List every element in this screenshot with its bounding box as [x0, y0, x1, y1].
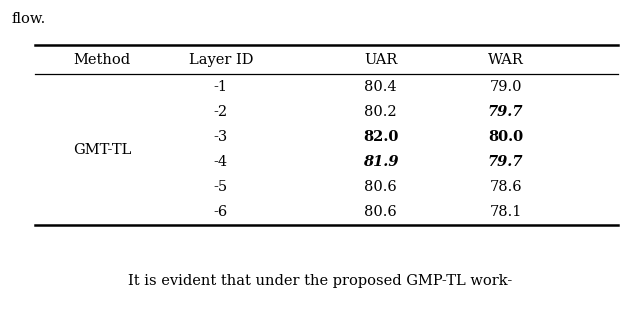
Text: 82.0: 82.0 — [363, 130, 399, 144]
Text: 78.1: 78.1 — [490, 205, 522, 219]
Text: -4: -4 — [214, 155, 228, 169]
Text: GMT-TL: GMT-TL — [74, 143, 132, 157]
Text: 79.7: 79.7 — [488, 105, 524, 119]
Text: -2: -2 — [214, 105, 228, 119]
Text: -6: -6 — [214, 205, 228, 219]
Text: 80.2: 80.2 — [365, 105, 397, 119]
Text: Method: Method — [74, 53, 131, 67]
Text: -3: -3 — [214, 130, 228, 144]
Text: 79.0: 79.0 — [490, 80, 522, 94]
Text: Layer ID: Layer ID — [189, 53, 253, 67]
Text: 80.4: 80.4 — [365, 80, 397, 94]
Text: It is evident that under the proposed GMP-TL work-: It is evident that under the proposed GM… — [128, 273, 512, 288]
Text: flow.: flow. — [12, 12, 46, 26]
Text: 81.9: 81.9 — [363, 155, 399, 169]
Text: UAR: UAR — [364, 53, 397, 67]
Text: -5: -5 — [214, 180, 228, 194]
Text: -1: -1 — [214, 80, 228, 94]
Text: WAR: WAR — [488, 53, 524, 67]
Text: 80.6: 80.6 — [364, 205, 397, 219]
Text: 80.6: 80.6 — [364, 180, 397, 194]
Text: 78.6: 78.6 — [490, 180, 522, 194]
Text: 79.7: 79.7 — [488, 155, 524, 169]
Text: 80.0: 80.0 — [488, 130, 523, 144]
